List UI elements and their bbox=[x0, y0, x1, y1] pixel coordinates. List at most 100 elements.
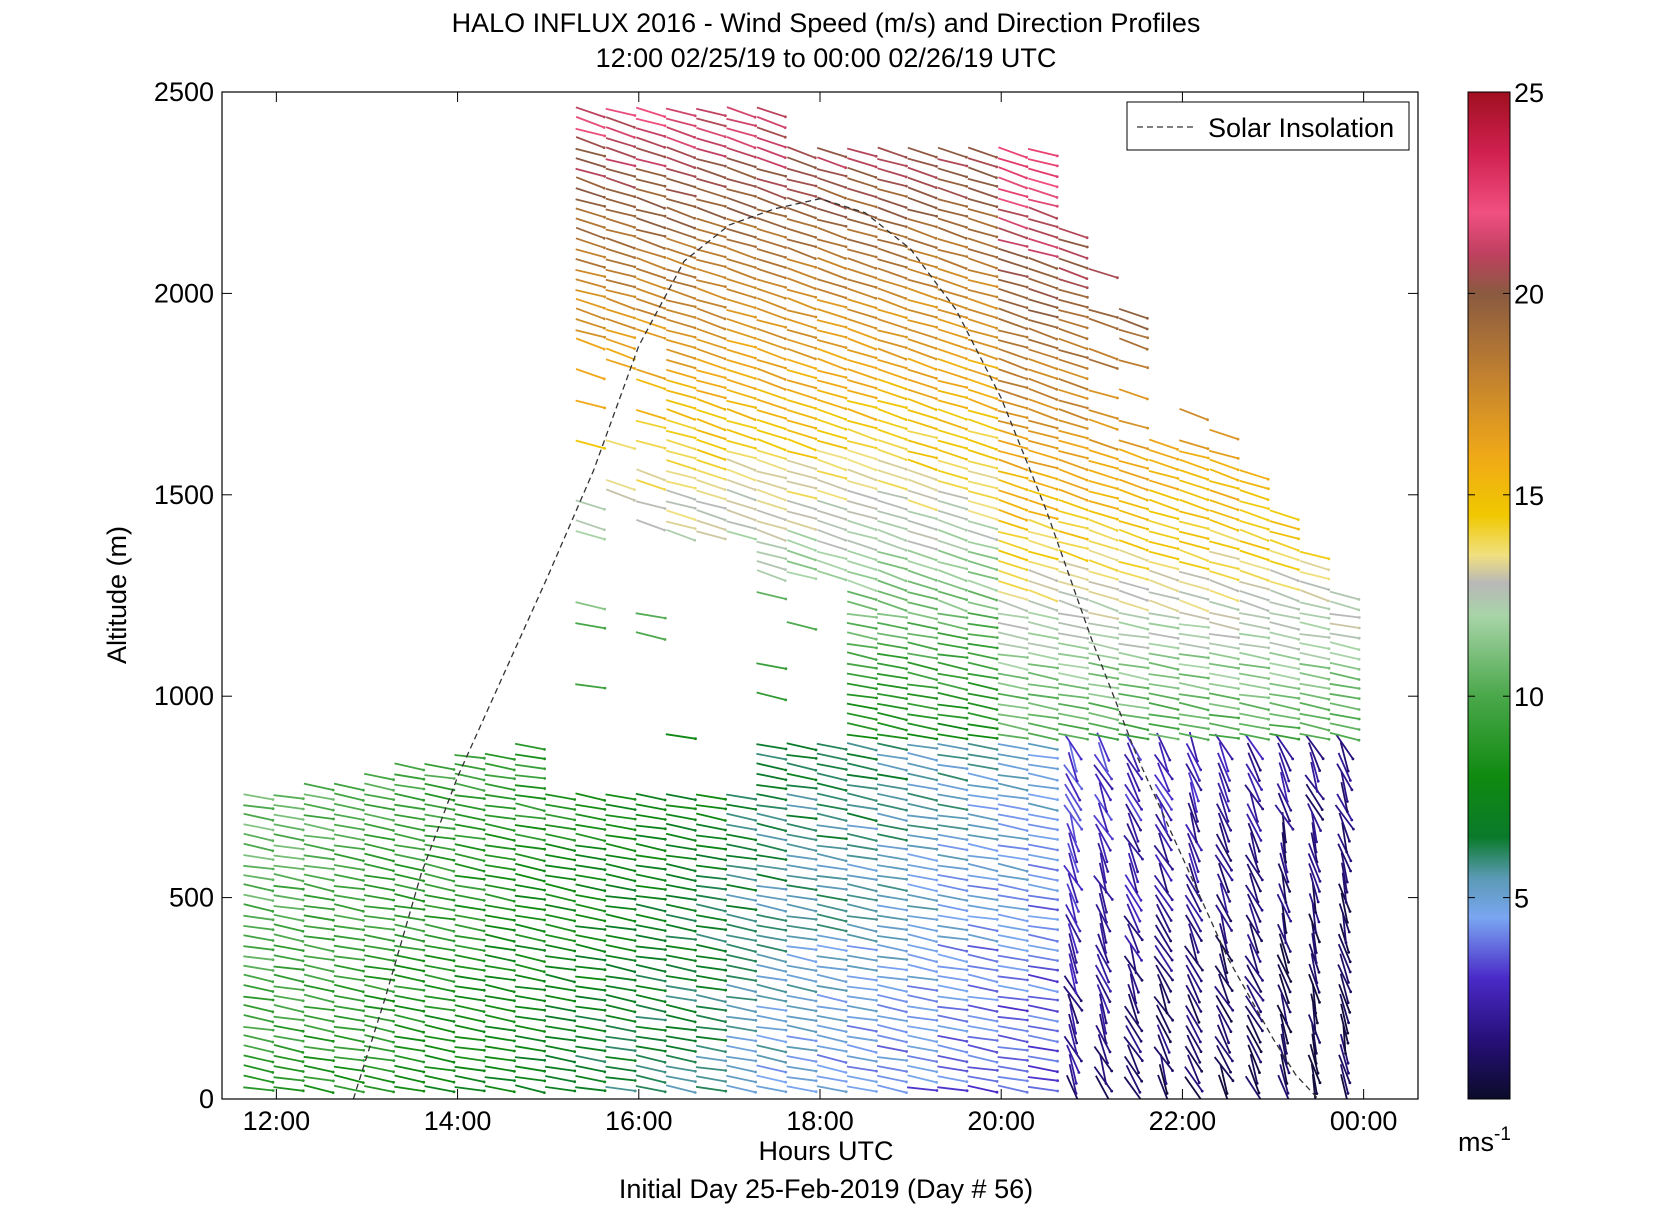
wind-barb bbox=[846, 773, 877, 780]
wind-barb-head bbox=[1116, 708, 1120, 711]
wind-barb bbox=[997, 1075, 1028, 1082]
wind-barb bbox=[937, 914, 968, 921]
wind-barb bbox=[665, 389, 696, 399]
wind-barb-head bbox=[814, 1030, 818, 1034]
wind-barb bbox=[575, 399, 605, 409]
wind-barb bbox=[1208, 722, 1239, 731]
wind-barb bbox=[696, 509, 726, 521]
wind-barb-head bbox=[392, 898, 396, 902]
wind-barb bbox=[967, 166, 997, 179]
wind-barb bbox=[575, 136, 605, 149]
wind-barb-head bbox=[1346, 1001, 1350, 1005]
wind-barb-head bbox=[1146, 447, 1149, 451]
wind-barb bbox=[1124, 884, 1143, 911]
wind-barb-head bbox=[1055, 236, 1059, 239]
wind-barb bbox=[1069, 1003, 1077, 1034]
wind-barb bbox=[1269, 732, 1299, 741]
wind-barb-head bbox=[1168, 758, 1172, 762]
wind-barb bbox=[454, 1014, 485, 1023]
wind-barb bbox=[998, 347, 1027, 360]
wind-barb-head bbox=[1111, 837, 1114, 841]
wind-barb-head bbox=[784, 266, 787, 269]
wind-barb-head bbox=[1206, 738, 1210, 742]
wind-barb-head bbox=[1055, 939, 1059, 943]
wind-barb-head bbox=[995, 527, 999, 531]
wind-barb-head bbox=[1025, 647, 1029, 650]
wind-barb-head bbox=[784, 246, 787, 249]
wind-barb bbox=[665, 1054, 696, 1063]
wind-barb bbox=[666, 439, 696, 450]
wind-barb-head bbox=[1327, 728, 1331, 732]
wind-barb-head bbox=[573, 949, 577, 953]
wind-barb-head bbox=[362, 958, 365, 962]
wind-barb bbox=[998, 227, 1027, 239]
wind-barb-head bbox=[603, 246, 606, 250]
wind-barb-head bbox=[724, 958, 728, 962]
wind-barb-head bbox=[361, 990, 365, 994]
wind-barb bbox=[635, 834, 666, 841]
wind-barb-head bbox=[1256, 820, 1259, 823]
wind-barb bbox=[967, 509, 997, 521]
wind-barb bbox=[1208, 449, 1239, 460]
wind-barb-head bbox=[845, 847, 848, 851]
wind-barb-head bbox=[904, 326, 908, 330]
wind-barb-head bbox=[1074, 991, 1078, 995]
wind-barb bbox=[756, 116, 786, 129]
wind-barb-head bbox=[693, 418, 697, 421]
wind-barb-head bbox=[1267, 627, 1270, 631]
wind-barb bbox=[1027, 915, 1058, 921]
wind-barb bbox=[907, 1074, 937, 1084]
wind-barb bbox=[1214, 854, 1233, 881]
wind-barb bbox=[333, 823, 364, 831]
wind-barb bbox=[273, 813, 304, 821]
wind-barb bbox=[1247, 1064, 1260, 1094]
wind-barb-head bbox=[1349, 990, 1353, 994]
wind-barb bbox=[726, 803, 756, 811]
wind-barb-head bbox=[603, 686, 607, 690]
wind-barb bbox=[1339, 923, 1350, 953]
wind-barb-head bbox=[814, 195, 818, 198]
wind-barb bbox=[937, 599, 967, 612]
wind-barb-head bbox=[1344, 941, 1348, 945]
wind-barb-head bbox=[845, 968, 848, 972]
wind-barb-head bbox=[693, 236, 697, 240]
wind-barb bbox=[846, 792, 877, 802]
wind-barb bbox=[665, 883, 696, 892]
wind-barb-head bbox=[1116, 396, 1119, 400]
wind-barb bbox=[877, 178, 907, 187]
wind-barb-head bbox=[1056, 838, 1059, 841]
wind-barb-head bbox=[633, 156, 636, 159]
wind-barb-head bbox=[543, 817, 547, 820]
wind-barb-head bbox=[1357, 738, 1361, 742]
wind-barb-head bbox=[905, 958, 909, 961]
wind-barb-head bbox=[603, 537, 606, 541]
wind-barb bbox=[1127, 842, 1139, 872]
wind-barb bbox=[877, 167, 907, 178]
wind-barb bbox=[545, 833, 575, 842]
wind-barb bbox=[1027, 944, 1058, 952]
wind-barb-head bbox=[482, 999, 486, 1002]
wind-barb-head bbox=[754, 245, 757, 249]
wind-barb-head bbox=[814, 206, 817, 210]
wind-barb bbox=[575, 985, 606, 992]
wind-barb-head bbox=[482, 888, 486, 892]
wind-barb bbox=[1248, 872, 1259, 903]
wind-barb bbox=[454, 782, 485, 792]
wind-barb bbox=[877, 812, 907, 822]
wind-barb bbox=[635, 824, 666, 830]
wind-barb bbox=[1126, 742, 1140, 771]
wind-barb bbox=[1178, 540, 1209, 550]
wind-barb bbox=[1299, 701, 1330, 711]
wind-barb-head bbox=[904, 517, 908, 521]
wind-barb bbox=[696, 317, 726, 330]
wind-barb bbox=[846, 672, 877, 680]
wind-barb bbox=[937, 722, 968, 731]
wind-barb bbox=[1154, 854, 1172, 881]
wind-barb bbox=[635, 903, 666, 912]
wind-barb bbox=[1027, 1034, 1058, 1043]
wind-barb bbox=[846, 1075, 877, 1083]
wind-barb bbox=[1129, 943, 1137, 973]
wind-barb-head bbox=[693, 1010, 697, 1014]
wind-barb bbox=[243, 925, 274, 931]
wind-barb bbox=[967, 763, 998, 771]
